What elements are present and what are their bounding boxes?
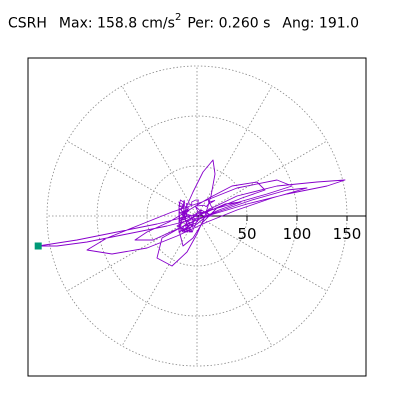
radial-tick-label-100: 100 xyxy=(283,225,312,243)
max-unit: cm/s xyxy=(141,15,175,32)
grid-spoke-60 xyxy=(196,85,273,217)
radial-axis: 50 100 150 xyxy=(197,215,366,243)
grid-spoke-30 xyxy=(196,140,328,217)
radial-tick-label-50: 50 xyxy=(237,225,256,243)
plot-header: CSRH Max: 158.8 cm/s2 Per: 0.260 s Ang: 191… xyxy=(8,12,360,32)
orbit-trace-group xyxy=(37,159,346,267)
grid-spoke-240 xyxy=(121,215,198,347)
grid-spoke-150 xyxy=(66,140,198,217)
max-value: 158.8 xyxy=(97,15,138,32)
orbit-core-trace xyxy=(178,199,216,233)
grid-spoke-300 xyxy=(196,215,273,347)
station-code: CSRH xyxy=(8,15,47,32)
angle-value: 191.0 xyxy=(318,15,360,32)
peak-marker xyxy=(34,242,42,250)
angle-label: Ang: xyxy=(282,15,315,32)
max-unit-exponent: 2 xyxy=(174,12,182,23)
peak-marker-group xyxy=(34,242,42,250)
orbit-trace xyxy=(37,159,346,267)
grid-spoke-210 xyxy=(66,215,198,292)
period-label: Per: xyxy=(187,15,215,32)
grid-spoke-330 xyxy=(196,215,328,292)
grid-spoke-120 xyxy=(121,85,198,217)
max-label: Max: xyxy=(58,15,93,32)
period-value: 0.260 s xyxy=(218,15,271,32)
radial-tick-label-150: 150 xyxy=(333,225,362,243)
